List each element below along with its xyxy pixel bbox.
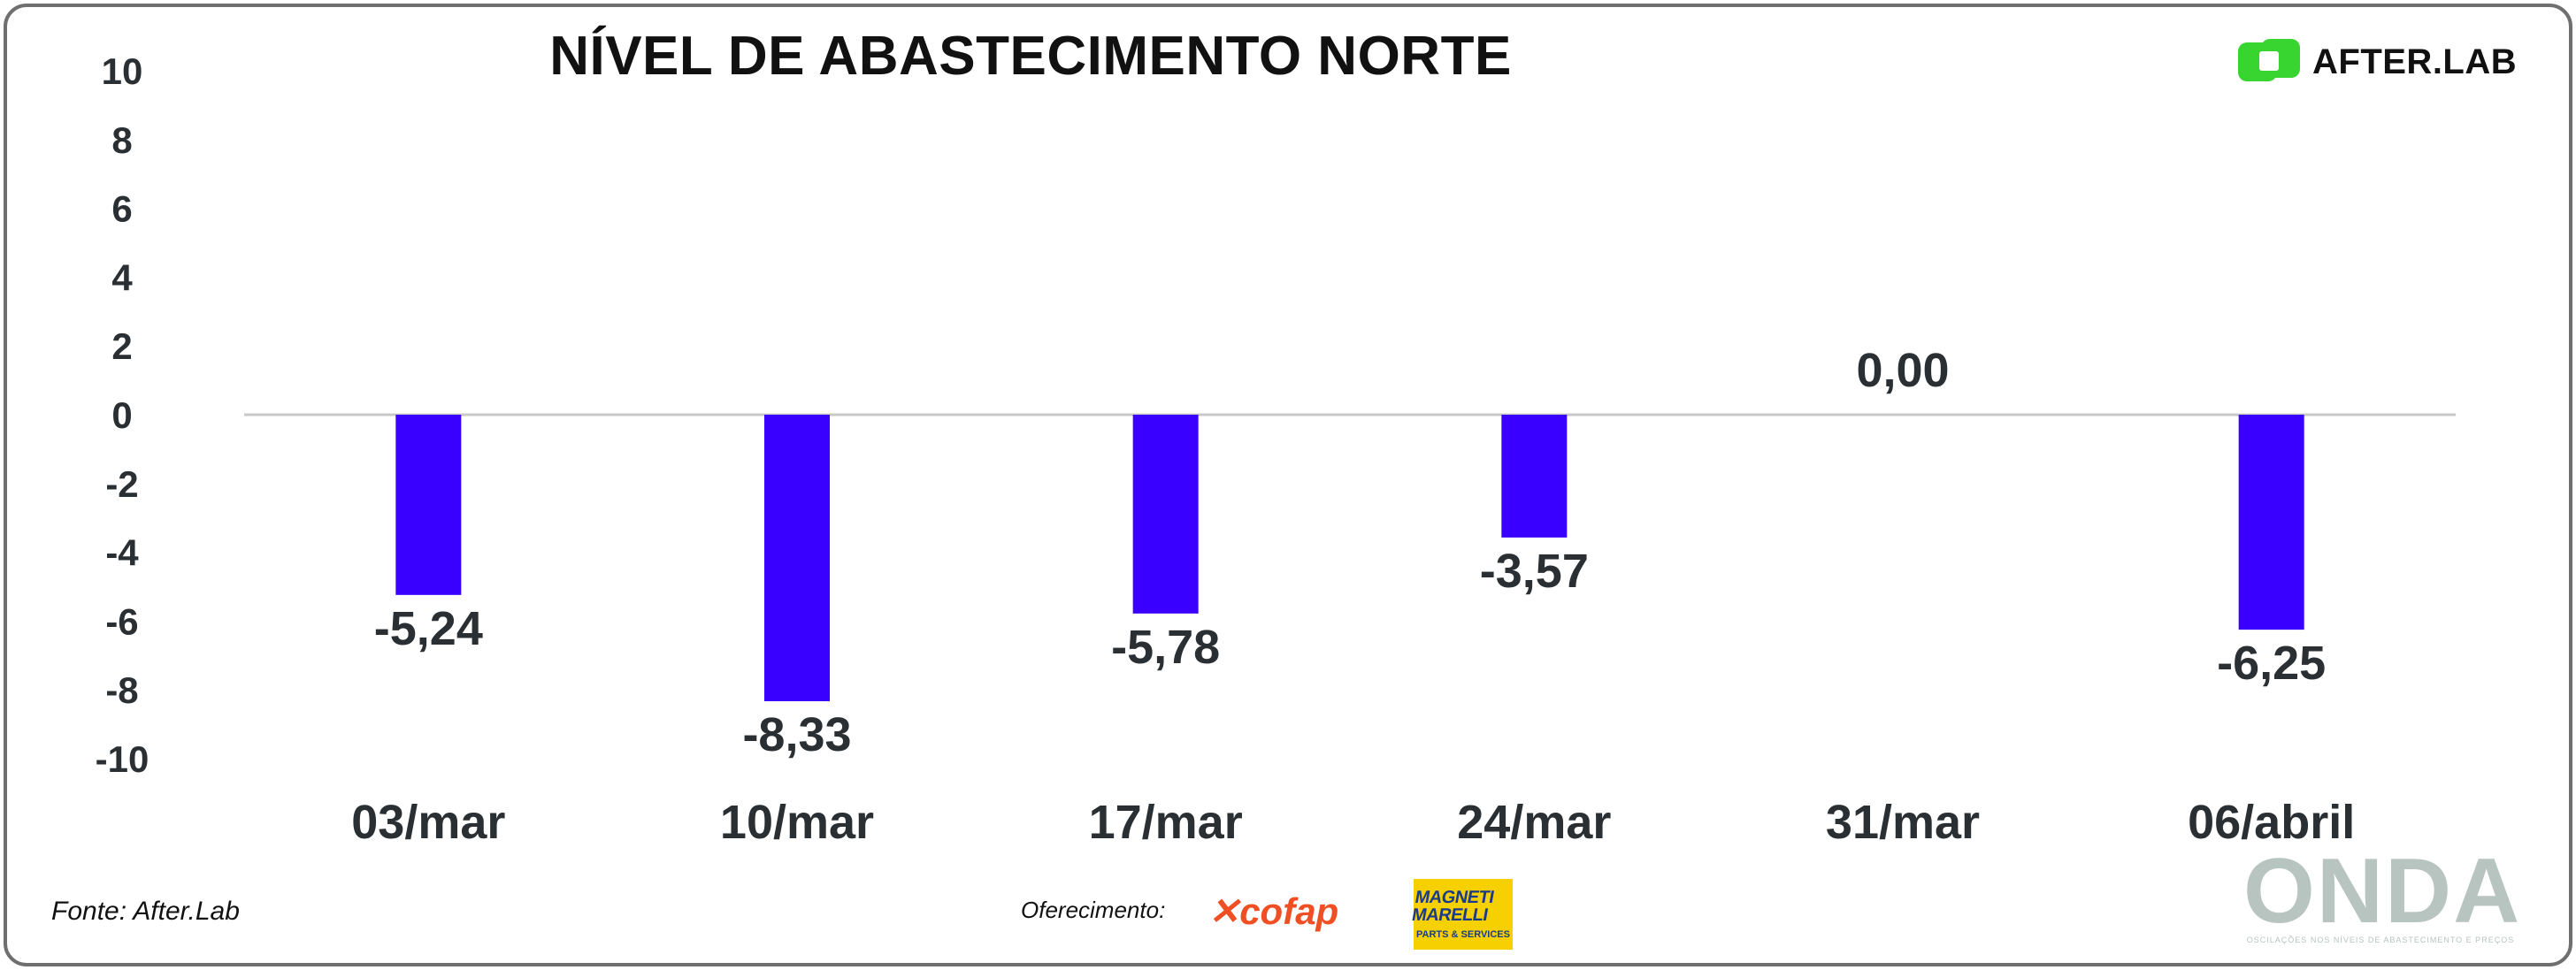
y-tick-label: 6	[111, 188, 132, 230]
data-label: -3,57	[1480, 545, 1589, 598]
bar	[1501, 415, 1568, 538]
chart-title: NÍVEL DE ABASTECIMENTO NORTE	[549, 26, 1512, 87]
x-tick-label: 24/mar	[1457, 796, 1611, 849]
cofap-wordmark: cofap	[1239, 890, 1339, 932]
y-tick-label: -6	[105, 600, 138, 642]
bar	[1132, 415, 1199, 614]
x-tick-label: 10/mar	[720, 796, 874, 849]
data-label: 0,00	[1856, 344, 1949, 397]
magneti-marelli-wordmark: MAGNETI MARELLI	[1410, 888, 1496, 925]
sponsor-label: Oferecimento:	[1021, 897, 1166, 923]
x-tick-label: 17/mar	[1089, 796, 1243, 849]
y-tick-label: -10	[96, 738, 150, 780]
magneti-marelli-tagline: PARTS & SERVICES	[1416, 929, 1510, 940]
data-label: -5,78	[1111, 621, 1220, 674]
onda-wordmark: ONDA	[2243, 840, 2522, 943]
x-tick-label: 06/abril	[2188, 796, 2355, 849]
afterlab-logo: AFTER.LAB	[2238, 35, 2517, 88]
bar	[395, 415, 462, 595]
onda-logo: ONDA OSCILAÇÕES NOS NÍVEIS DE ABASTECIME…	[2243, 840, 2522, 944]
y-tick-label: 0	[111, 394, 132, 436]
data-label: -8,33	[742, 708, 851, 761]
y-tick-label: 2	[111, 325, 132, 367]
cofap-logo: ✕cofap	[1208, 890, 1338, 933]
y-tick-label: -4	[105, 532, 139, 574]
y-tick-label: -2	[105, 463, 138, 505]
y-tick-label: 8	[111, 119, 132, 161]
data-label: -6,25	[2217, 637, 2326, 690]
cofap-mark-icon: ✕	[1208, 890, 1240, 932]
y-tick-label: 10	[102, 50, 143, 92]
onda-tagline: OSCILAÇÕES NOS NÍVEIS DE ABASTECIMENTO E…	[2246, 936, 2515, 944]
afterlab-mark-icon	[2238, 37, 2302, 87]
x-tick-label: 03/mar	[351, 796, 505, 849]
y-tick-label: 4	[111, 256, 133, 298]
bar	[764, 415, 830, 702]
magneti-marelli-logo: MAGNETI MARELLI PARTS & SERVICES	[1410, 879, 1513, 950]
x-tick-label: 31/mar	[1826, 796, 1980, 849]
y-tick-label: -8	[105, 669, 138, 711]
bar-chart: 10 8 6 4 2 0 -2 -4 -6 -8 -10 -5,24 03/mar -8,33 10/mar…	[96, 50, 2456, 849]
afterlab-wordmark: AFTER.LAB	[2312, 42, 2518, 81]
source-note: Fonte: After.Lab	[51, 897, 240, 926]
data-label: -5,24	[374, 602, 483, 655]
bar	[2238, 415, 2304, 630]
